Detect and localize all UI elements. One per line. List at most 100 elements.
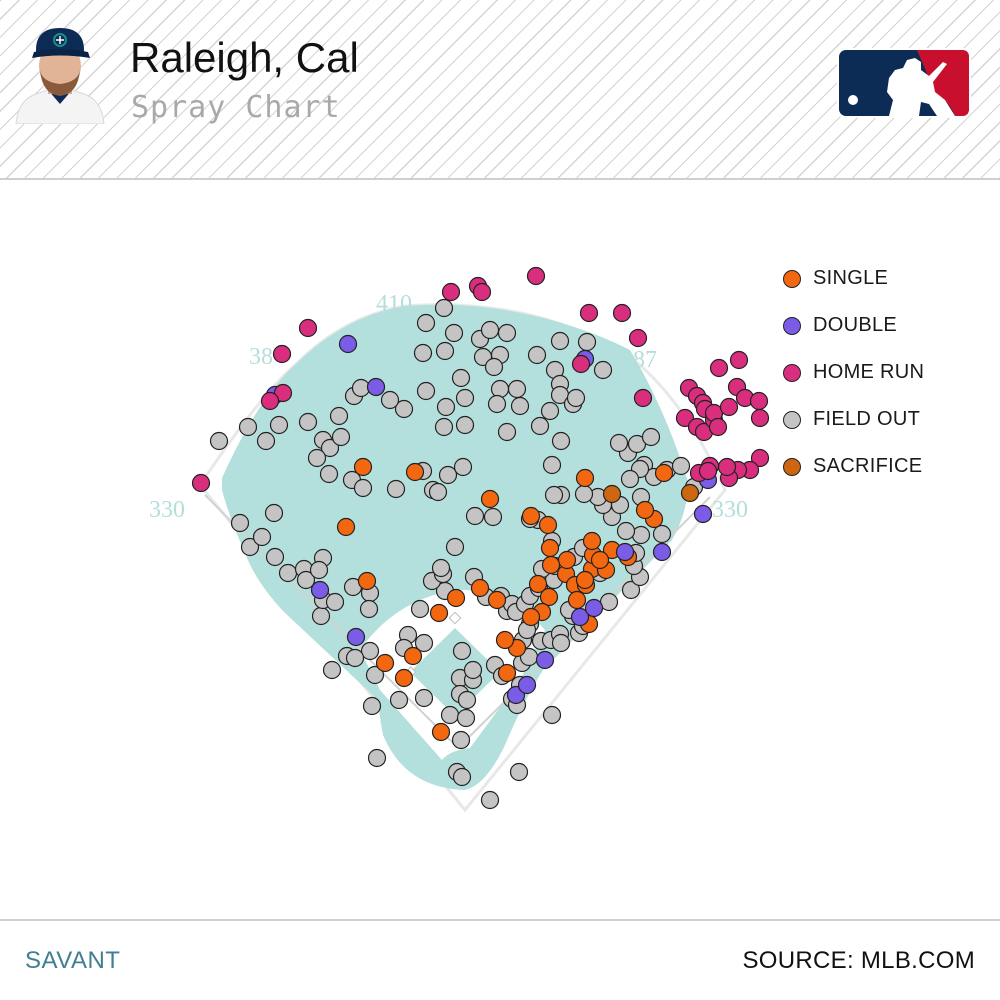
sacrifice-point [680, 483, 700, 503]
field-out-point [527, 345, 547, 365]
field-out-point [230, 513, 250, 533]
field-out-point [359, 599, 379, 619]
home-run-point [612, 303, 632, 323]
header-banner: Raleigh, Cal Spray Chart [0, 0, 1000, 180]
field-out-point [593, 360, 613, 380]
home-run-point [526, 266, 546, 286]
field-out-point [394, 399, 414, 419]
spray-chart: 330 38 410 387 330 [149, 266, 770, 813]
home-run-point [698, 461, 718, 481]
home-run-point [750, 408, 770, 428]
field-out-point [444, 323, 464, 343]
field-out-point [483, 507, 503, 527]
field-out-point [436, 397, 456, 417]
field-out-point [497, 422, 517, 442]
field-out-point [465, 506, 485, 526]
home-run-point [272, 344, 292, 364]
legend-label: FIELD OUT [813, 408, 921, 430]
legend-item-single: SINGLE [783, 255, 924, 302]
field-out-point [416, 381, 436, 401]
field-out-point [264, 503, 284, 523]
single-point [480, 489, 500, 509]
single-point [582, 531, 602, 551]
field-out-point [455, 388, 475, 408]
savant-link[interactable]: SAVANT [25, 947, 121, 974]
home-run-point [750, 448, 770, 468]
field-out-point [509, 762, 529, 782]
field-out-point [620, 469, 640, 489]
field-out-point [440, 705, 460, 725]
field-out-point [380, 390, 400, 410]
field-out-point [428, 482, 448, 502]
home-run-point [633, 388, 653, 408]
field-out-point [416, 313, 436, 333]
single-point [446, 588, 466, 608]
field-out-point [434, 298, 454, 318]
double-swatch-icon [783, 316, 801, 335]
single-point [431, 722, 451, 742]
home-run-point [260, 391, 280, 411]
distance-label-left-center: 38 [249, 344, 273, 370]
field-out-point [480, 320, 500, 340]
field-out-point [641, 427, 661, 447]
left-foul-line [204, 494, 459, 749]
field-out-point [320, 438, 340, 458]
legend-item-sacrifice: SACRIFICE [783, 443, 924, 490]
single-point [567, 590, 587, 610]
field-out-point [463, 660, 483, 680]
field-out-point [566, 388, 586, 408]
home-run-point [191, 473, 211, 493]
player-avatar [8, 20, 112, 124]
field-out-point [351, 378, 371, 398]
field-out-swatch-icon [783, 410, 801, 429]
legend-item-field-out: FIELD OUT [783, 396, 924, 443]
single-point [497, 663, 517, 683]
single-point [405, 462, 425, 482]
home-run-point [708, 417, 728, 437]
single-point [403, 646, 423, 666]
mlb-logo-icon [837, 48, 971, 118]
field-out-point [414, 688, 434, 708]
double-point [310, 580, 330, 600]
field-out-point [311, 606, 331, 626]
single-point [521, 506, 541, 526]
chart-legend: SINGLE DOUBLE HOME RUN FIELD OUT SACRIFI… [783, 255, 924, 490]
home-run-point [717, 457, 737, 477]
field-out-point [609, 433, 629, 453]
single-point [635, 500, 655, 520]
field-out-point [389, 690, 409, 710]
field-out-point [616, 521, 636, 541]
field-out-point [490, 379, 510, 399]
field-out-point [438, 465, 458, 485]
legend-item-home-run: HOME RUN [783, 349, 924, 396]
single-point [487, 590, 507, 610]
field-out-point [256, 431, 276, 451]
double-point [693, 504, 713, 524]
double-point [652, 542, 672, 562]
field-out-point [574, 484, 594, 504]
single-point [654, 463, 674, 483]
single-swatch-icon [783, 269, 801, 288]
distance-label-center: 410 [376, 291, 412, 317]
field-out-point [367, 748, 387, 768]
footer-divider [0, 919, 1000, 921]
field-out-point [322, 660, 342, 680]
home-run-point [571, 354, 591, 374]
single-point [429, 603, 449, 623]
field-out-point [434, 417, 454, 437]
field-out-point [671, 456, 691, 476]
field-out-point [484, 357, 504, 377]
field-out-point [410, 599, 430, 619]
field-out-point [452, 767, 472, 787]
distance-label-right-line: 330 [712, 497, 748, 523]
home-run-point [472, 282, 492, 302]
double-point [346, 627, 366, 647]
field-out-point [307, 448, 327, 468]
double-point [517, 675, 537, 695]
single-point [539, 587, 559, 607]
single-point [470, 578, 490, 598]
legend-label: DOUBLE [813, 314, 898, 336]
legend-label: HOME RUN [813, 361, 925, 383]
double-point [535, 650, 555, 670]
field-out-point [631, 525, 651, 545]
